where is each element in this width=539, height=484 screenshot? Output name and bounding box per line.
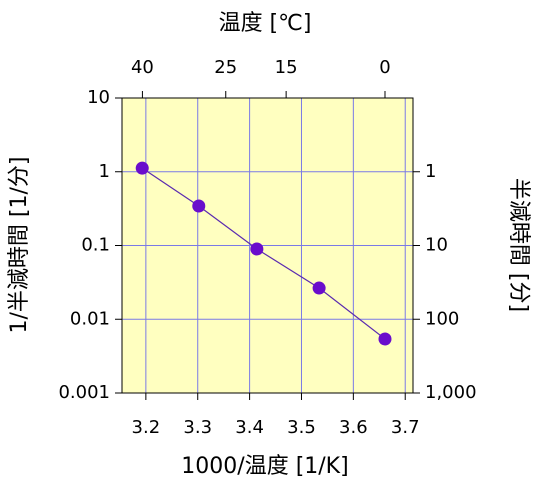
y2-tick-label: 1 [425, 161, 436, 182]
top-axis-title: 温度 [℃] [219, 11, 312, 36]
x-axis-title: 1000/温度 [1/K] [181, 454, 348, 479]
x-tick-label: 3.4 [235, 417, 264, 438]
x-tick-label: 3.7 [391, 417, 420, 438]
data-point [250, 242, 264, 256]
y-tick-label: 0.1 [81, 235, 110, 256]
data-point [135, 161, 149, 175]
y2-tick-label: 100 [425, 308, 459, 329]
x2-tick-label: 0 [379, 57, 390, 78]
y-tick-label: 0.01 [70, 308, 110, 329]
y-tick-label: 1 [99, 161, 110, 182]
x-tick-label: 3.5 [287, 417, 316, 438]
data-point [312, 281, 326, 295]
y-tick-label: 0.001 [58, 382, 110, 403]
data-point [378, 332, 392, 346]
x-tick-label: 3.6 [339, 417, 368, 438]
x2-tick-label: 25 [214, 57, 237, 78]
x-tick-label: 3.3 [183, 417, 212, 438]
x2-tick-label: 15 [275, 57, 298, 78]
x-tick-label: 3.2 [132, 417, 161, 438]
data-point [192, 199, 206, 213]
y2-tick-label: 1,000 [425, 382, 477, 403]
y2-tick-label: 10 [425, 235, 448, 256]
y2-axis-title: 半減時間 [分] [506, 178, 531, 312]
plot-frame [121, 97, 414, 394]
x2-tick-label: 40 [131, 57, 154, 78]
y-axis-title: 1/半減時間 [1/分] [7, 157, 32, 334]
y-tick-label: 10 [87, 87, 110, 108]
